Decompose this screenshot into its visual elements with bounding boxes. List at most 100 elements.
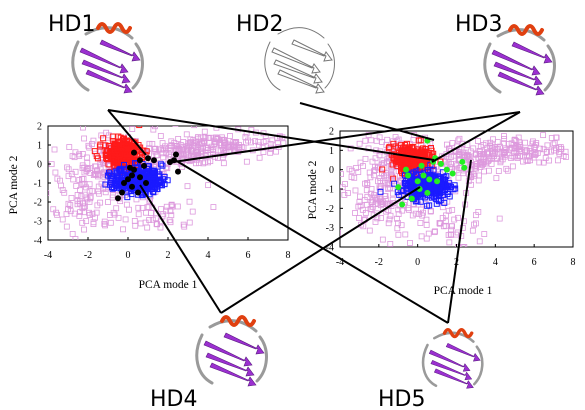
bg-square xyxy=(162,146,169,153)
bg-square xyxy=(83,154,90,161)
bg-square xyxy=(355,203,362,210)
bg-square xyxy=(516,146,522,153)
bg-square xyxy=(120,226,126,233)
x-tick-label: 4 xyxy=(206,250,211,261)
bg-square xyxy=(146,217,153,223)
bg-square xyxy=(135,204,142,211)
beta-strand xyxy=(81,59,131,84)
bg-square xyxy=(491,153,497,159)
bg-square xyxy=(379,236,386,243)
coil-loop xyxy=(195,319,268,385)
structure-hd3 xyxy=(483,24,556,96)
bg-square xyxy=(81,209,88,216)
beta-strand xyxy=(277,69,325,94)
bg-square xyxy=(174,203,181,210)
bg-square xyxy=(157,224,164,231)
bg-square xyxy=(387,241,394,247)
bg-square xyxy=(475,138,481,144)
y-tick-label: -2 xyxy=(326,204,334,215)
bg-square xyxy=(274,140,281,147)
bg-square xyxy=(81,135,88,142)
bg-square xyxy=(76,213,83,219)
blue-square xyxy=(137,182,144,189)
bg-square xyxy=(508,140,515,147)
red-square xyxy=(413,160,420,167)
bg-square xyxy=(81,180,88,187)
bg-square xyxy=(439,204,446,211)
bg-square xyxy=(126,206,132,213)
bg-square xyxy=(384,158,390,165)
bg-square xyxy=(455,214,461,221)
bg-square xyxy=(442,222,449,229)
bg-square xyxy=(152,215,159,222)
bg-square xyxy=(417,220,424,226)
blue-square xyxy=(417,198,424,205)
blue-square xyxy=(132,160,139,167)
bg-square xyxy=(214,135,221,142)
bg-square xyxy=(159,140,166,147)
bg-square xyxy=(219,134,225,141)
blue-square xyxy=(156,178,163,185)
bg-square xyxy=(243,158,250,165)
bg-square xyxy=(471,172,478,179)
coil-loop xyxy=(483,28,556,94)
bg-square xyxy=(205,182,212,189)
structure-hd2 xyxy=(264,27,335,94)
blue-square xyxy=(433,200,440,207)
bg-square xyxy=(388,165,395,172)
bg-square xyxy=(427,208,434,215)
bg-square xyxy=(70,176,77,183)
bg-square xyxy=(218,141,224,148)
y-tick-label: 2 xyxy=(329,127,334,138)
bg-square xyxy=(94,172,101,179)
bg-square xyxy=(107,219,114,226)
blue-square xyxy=(164,177,171,184)
bg-square xyxy=(115,214,122,221)
red-square xyxy=(385,145,392,152)
connector-hd1-left xyxy=(107,109,147,156)
connector-hd3-right xyxy=(431,111,521,163)
bg-square xyxy=(151,126,158,130)
bg-square xyxy=(86,181,93,188)
x-tick-label: -2 xyxy=(84,250,92,261)
red-square xyxy=(121,151,128,158)
bg-square xyxy=(52,169,59,176)
bg-square xyxy=(556,150,563,157)
red-square xyxy=(97,141,104,148)
bg-square xyxy=(76,153,83,159)
bg-square xyxy=(80,181,87,188)
bg-square xyxy=(93,163,99,170)
y-tick-labels: 2 1 0 -1 -2 -3 -4 xyxy=(326,127,343,254)
blue-square xyxy=(451,182,458,189)
bg-square xyxy=(503,165,510,172)
blue-square xyxy=(441,199,448,206)
y-axis-label: PCA mode 2 xyxy=(8,155,20,214)
bg-square xyxy=(389,173,396,180)
coil-loop xyxy=(421,331,484,388)
red-square xyxy=(106,149,113,156)
bg-square xyxy=(551,140,558,146)
bg-square xyxy=(191,140,198,147)
blue-square xyxy=(377,188,384,195)
bg-square xyxy=(409,212,416,219)
blue-square xyxy=(116,167,123,174)
blue-square xyxy=(149,188,156,195)
bg-square xyxy=(481,168,487,175)
alpha-helix xyxy=(220,315,256,327)
bg-square xyxy=(213,134,219,141)
bg-square xyxy=(374,215,381,222)
bg-square xyxy=(377,178,384,185)
bg-square xyxy=(548,135,555,141)
bg-square xyxy=(245,137,251,144)
blue-square xyxy=(445,182,452,189)
bg-square xyxy=(423,222,430,228)
bg-square xyxy=(79,126,86,131)
bg-square xyxy=(369,197,376,204)
connector-lines xyxy=(107,102,521,324)
bg-square xyxy=(501,135,508,142)
bg-square xyxy=(222,141,228,148)
bg-square xyxy=(206,135,212,141)
red-square xyxy=(394,162,401,169)
bg-square xyxy=(159,150,166,157)
blue-square xyxy=(432,183,439,190)
